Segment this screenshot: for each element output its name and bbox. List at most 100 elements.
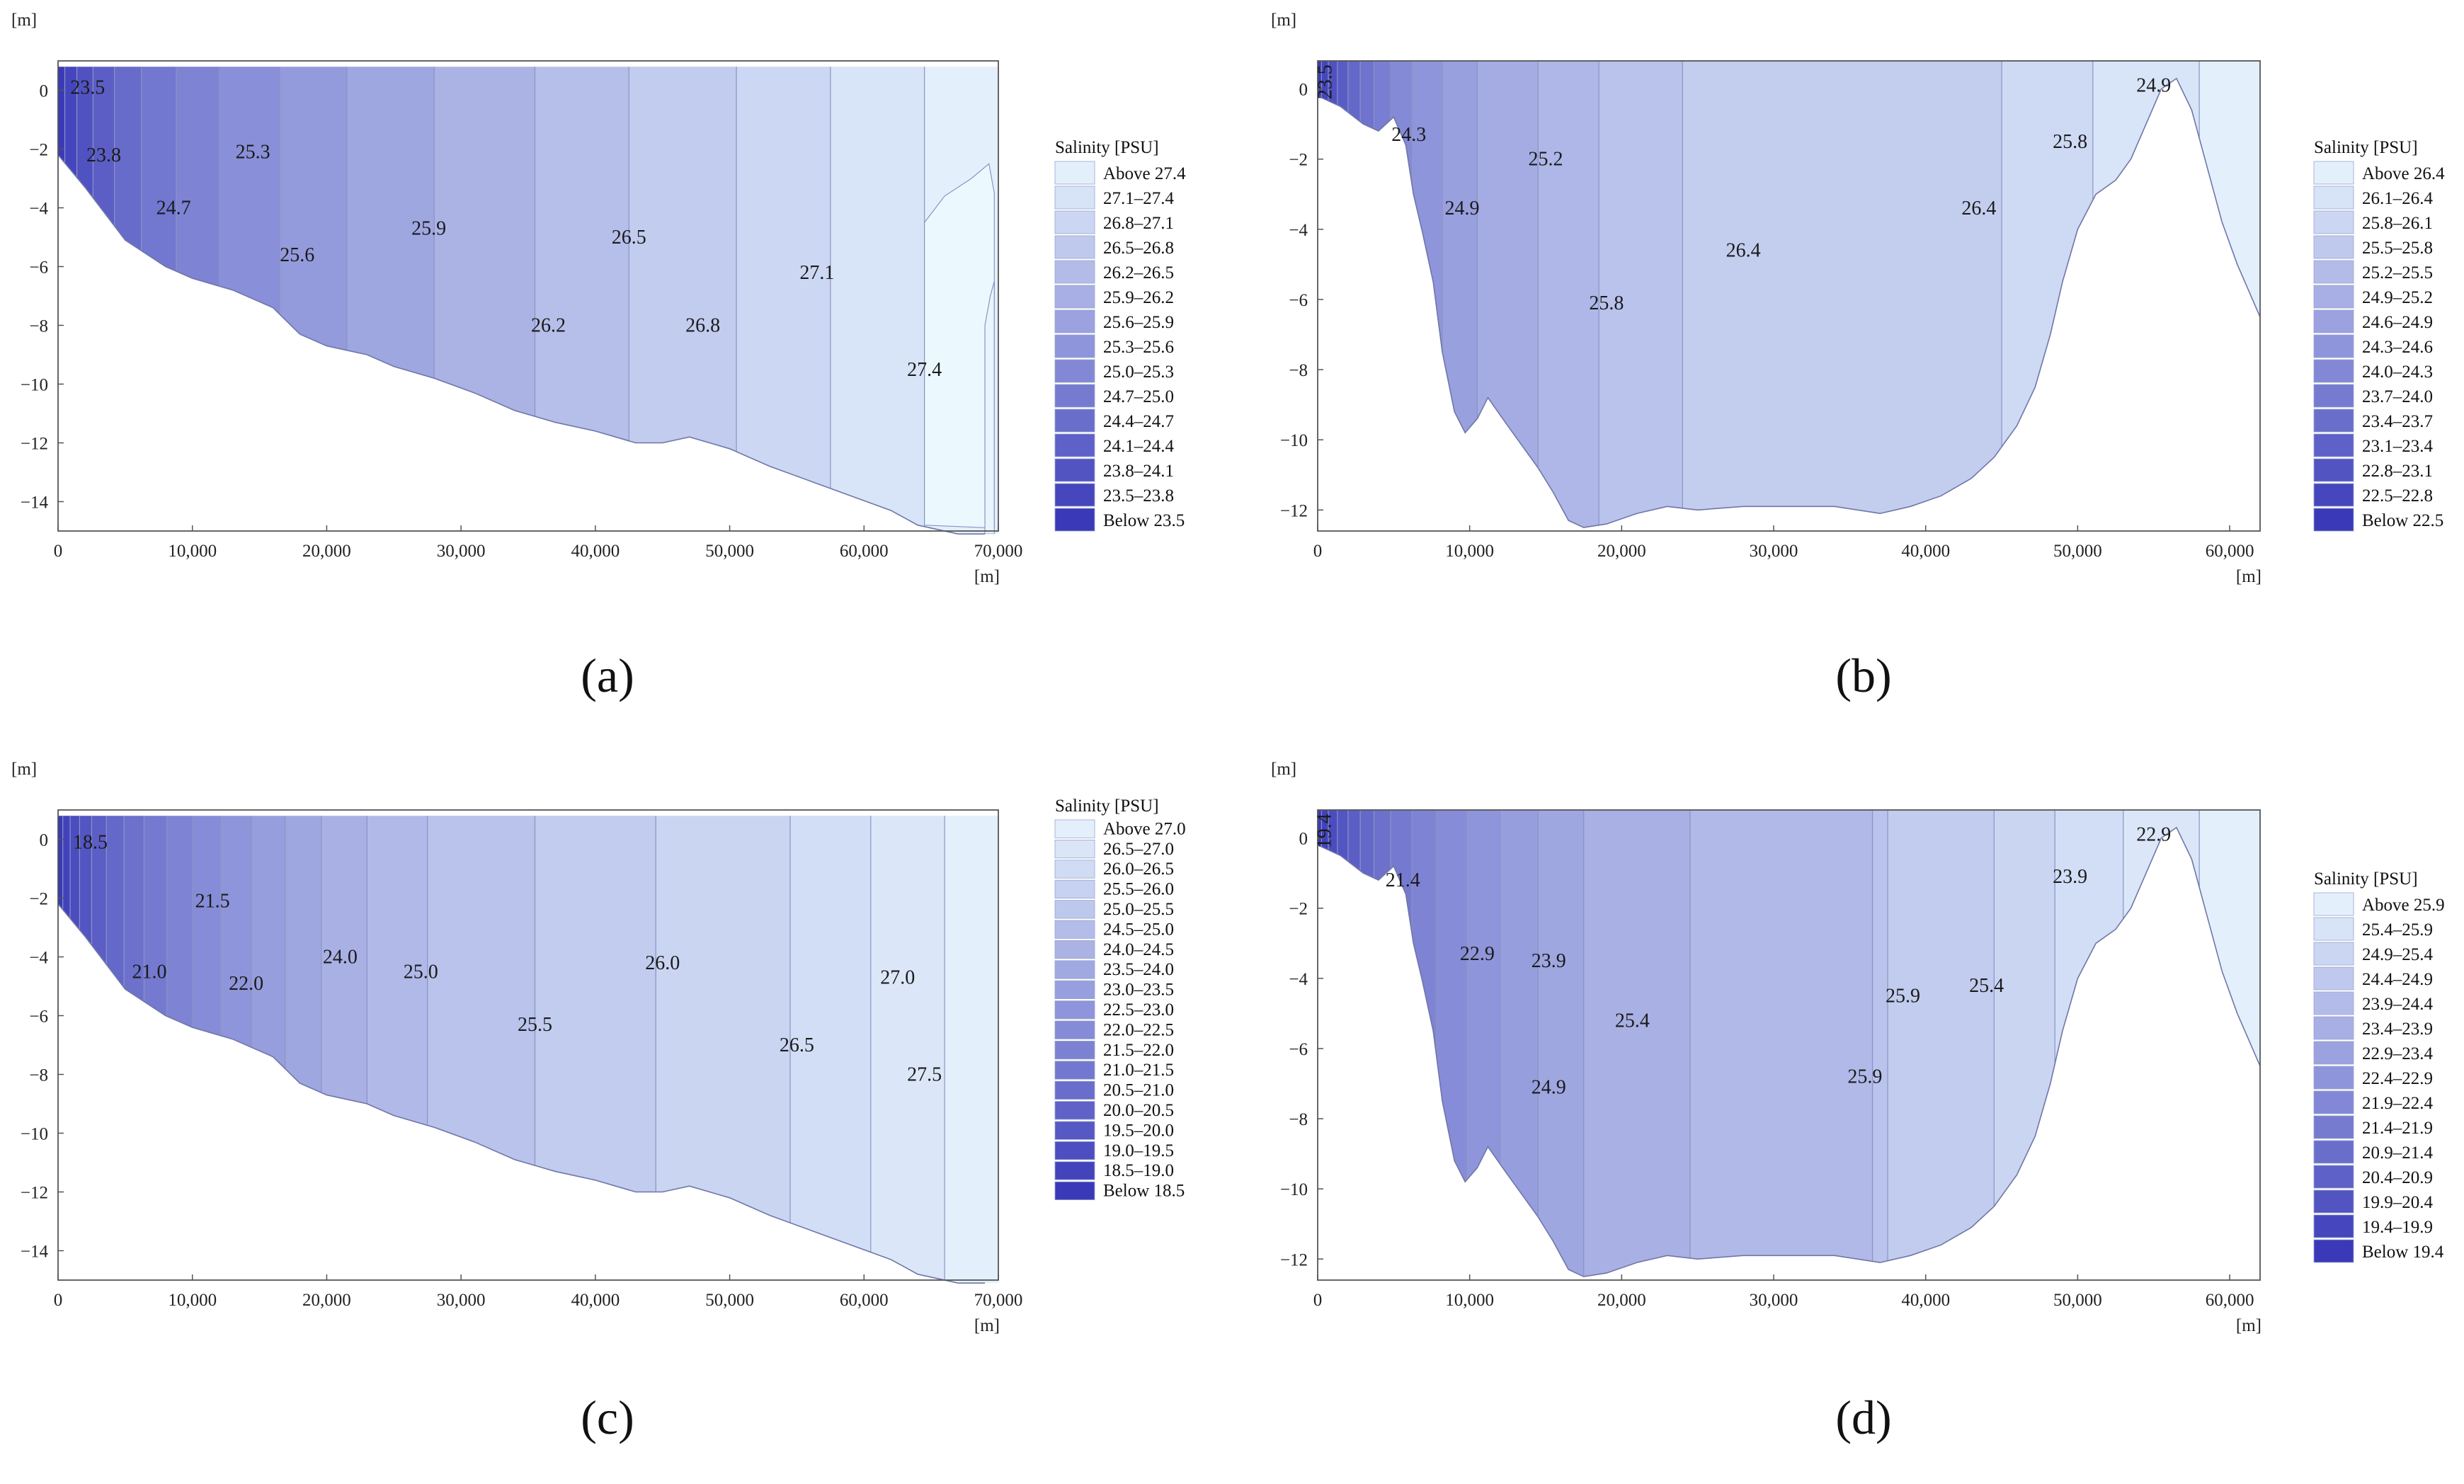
salinity-band [2002, 61, 2094, 528]
x-tick-label: 40,000 [571, 1291, 620, 1310]
legend-swatch [1054, 309, 1095, 333]
legend-swatch [2313, 1041, 2354, 1065]
legend-swatch [1054, 409, 1095, 433]
legend-entry-label: 23.5–23.8 [1103, 486, 1174, 506]
legend-entry-label: 22.9–23.4 [2362, 1044, 2434, 1063]
legend-entry-label: 25.2–25.5 [2362, 263, 2433, 282]
legend-entry-label: 24.3–24.6 [2362, 338, 2433, 357]
salinity-band [789, 816, 872, 1284]
salinity-band [870, 816, 945, 1284]
salinity-band [70, 816, 81, 1284]
contour-value-label: 23.5 [70, 76, 105, 98]
salinity-band [1599, 61, 1684, 528]
x-tick-label: 70,000 [974, 542, 1023, 561]
legend-entry-label: 24.5–25.0 [1103, 920, 1174, 939]
contour-value-label: 26.5 [780, 1034, 814, 1056]
contour-value-label: 27.1 [799, 262, 834, 284]
legend-swatch [2313, 359, 2354, 383]
y-tick-label: −14 [21, 1243, 49, 1262]
legend-entry-label: 24.4–24.7 [1103, 412, 1174, 431]
salinity-band [1466, 810, 1501, 1277]
legend-entry-label: 20.9–21.4 [2362, 1143, 2434, 1163]
y-tick-label: −6 [29, 258, 48, 278]
salinity-band [141, 67, 177, 535]
legend-swatch [2313, 433, 2354, 457]
legend-swatch [1054, 1020, 1095, 1039]
contour-value-label: 25.5 [518, 1014, 552, 1036]
legend-entry-label: 23.9–24.4 [2362, 995, 2434, 1014]
contour-value-label: 24.0 [323, 947, 358, 969]
salinity-band [629, 67, 737, 535]
salinity-band [427, 816, 536, 1284]
legend-swatch [1054, 860, 1095, 879]
legend-entry-label: 25.0–25.3 [1103, 363, 1174, 382]
salinity-band [1321, 810, 1329, 1277]
legend-swatch [1054, 285, 1095, 309]
salinity-band [64, 67, 78, 535]
legend-swatch [1054, 334, 1095, 358]
chart-d: 0 −2 −4 −6 −8 −10 −12 0 10,000 20,000 30,000 40,000… [1271, 760, 2445, 1335]
legend-title: Salinity [PSU] [2314, 869, 2418, 889]
legend-swatch [1054, 260, 1095, 284]
contour-value-label: 24.9 [1532, 1076, 1566, 1098]
y-tick-label: −6 [1289, 1040, 1308, 1059]
panel-d: 0 −2 −4 −6 −8 −10 −12 0 10,000 20,000 30,000 40,000… [1232, 742, 2464, 1484]
x-tick-label: 40,000 [1901, 542, 1950, 561]
salinity-band [192, 816, 222, 1284]
legend-swatch [2313, 186, 2354, 210]
legend-swatch [1054, 1121, 1095, 1140]
legend-entry-label: 24.4–24.9 [2362, 970, 2433, 989]
legend-swatch [2313, 309, 2354, 333]
legend-swatch [1054, 1040, 1095, 1060]
legend-swatch [2313, 409, 2354, 433]
legend-swatch [1054, 384, 1095, 408]
contour-value-label: 26.5 [612, 227, 646, 249]
y-tick-label: 0 [1299, 830, 1308, 849]
legend-swatch [2313, 1214, 2354, 1238]
legend-swatch [2313, 334, 2354, 358]
contour-value-label: 25.6 [280, 244, 314, 266]
x-tick-label: 10,000 [168, 1291, 217, 1310]
legend-swatch [1054, 839, 1095, 859]
y-tick-label: −12 [21, 435, 48, 454]
y-tick-label: −10 [1280, 431, 1308, 450]
x-unit-label: [m] [974, 1316, 1000, 1335]
contour-value-label: 22.9 [1460, 943, 1495, 965]
legend-entry-label: 23.4–23.7 [2362, 412, 2433, 431]
legend-entry-label: Below 19.4 [2362, 1243, 2444, 1262]
legend-swatch [1054, 1080, 1095, 1100]
contour-value-label: 25.2 [1529, 149, 1563, 171]
legend-swatch [1054, 819, 1095, 838]
x-tick-label: 20,000 [302, 542, 351, 561]
caption-d: (d) [1835, 1391, 1892, 1444]
plot-frame [57, 809, 999, 1281]
contour-value-label: 26.4 [1961, 198, 1996, 219]
x-tick-label: 20,000 [1597, 1291, 1646, 1310]
y-tick-label: 0 [1299, 81, 1308, 100]
salinity-band [1347, 810, 1361, 1277]
legend-swatch [2313, 892, 2354, 916]
contour-value-label: 24.9 [1444, 198, 1479, 219]
salinity-band [1442, 61, 1478, 528]
salinity-band [2123, 810, 2200, 1277]
plot-frame [1317, 60, 2261, 532]
y-tick-label: −8 [29, 317, 48, 336]
legend-entry-label: 19.5–20.0 [1103, 1121, 1174, 1140]
salinity-band [656, 816, 791, 1284]
salinity-band [285, 816, 322, 1284]
salinity-band [93, 67, 115, 535]
legend-swatch [2313, 1165, 2354, 1189]
legend-entry-label: 24.0–24.3 [2362, 363, 2433, 382]
x-tick-label: 10,000 [168, 542, 217, 561]
salinity-band [1872, 810, 1888, 1277]
legend-d: Salinity [PSU] Above 25.9 25.4–25.9 24.9–25… [2313, 869, 2445, 1263]
y-tick-label: −14 [21, 493, 49, 513]
legend-entry-label: 23.7–24.0 [2362, 387, 2433, 406]
legend-swatch [1054, 235, 1095, 259]
x-tick-label: 40,000 [1901, 1291, 1950, 1310]
legend-entry-label: 23.4–23.9 [2362, 1020, 2433, 1039]
legend-swatch [1054, 980, 1095, 1000]
contour-value-label: 25.4 [1615, 1010, 1650, 1032]
contour-value-label: 22.0 [229, 973, 263, 995]
y-unit-label: [m] [1271, 760, 1296, 779]
